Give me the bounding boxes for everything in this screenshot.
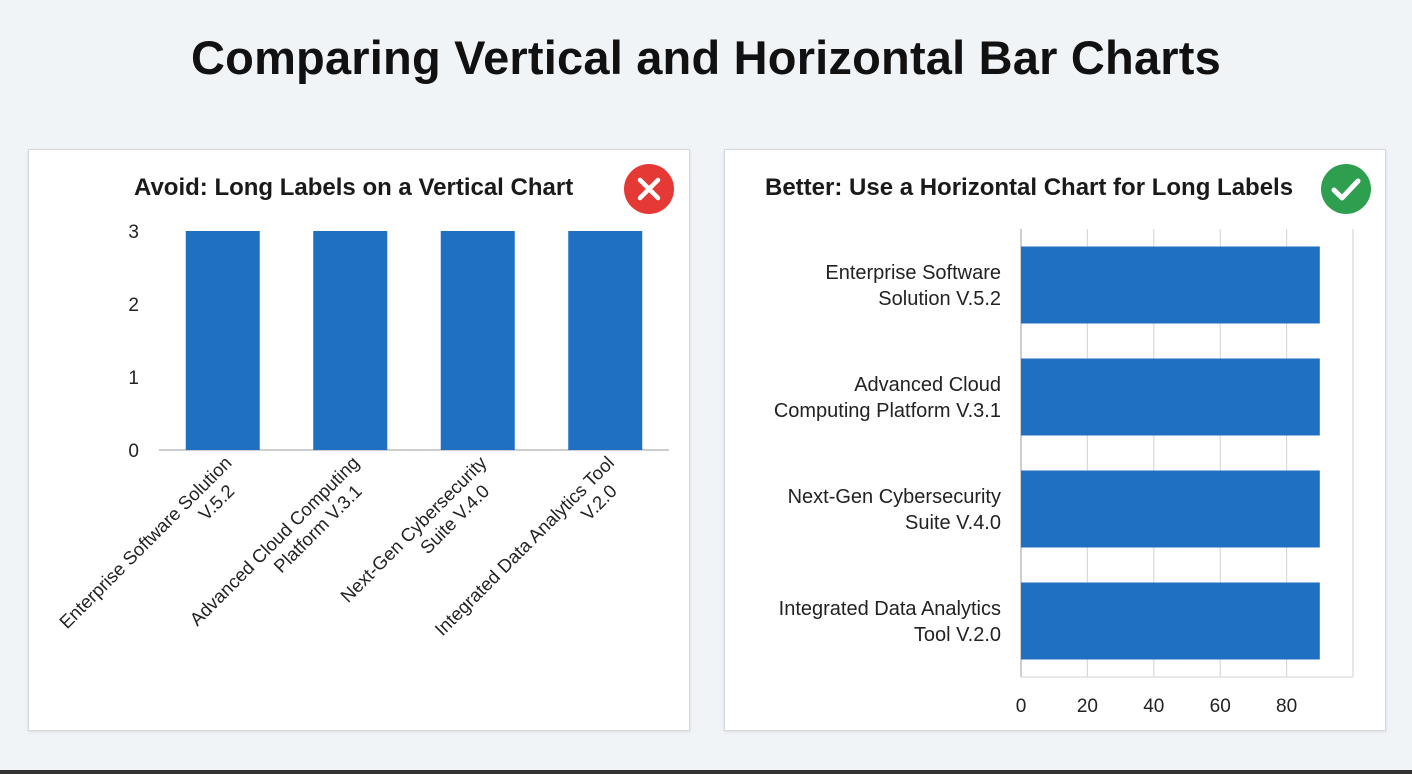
bar: [568, 231, 643, 450]
x-tick-label: 40: [1143, 696, 1164, 717]
x-tick-label: 20: [1077, 696, 1098, 717]
bar: [185, 231, 260, 450]
vertical-chart-panel: Avoid: Long Labels on a Vertical Chart 0…: [28, 149, 690, 731]
y-tick-label: Next-Gen Cybersecurity Suite V.4.0: [788, 486, 1001, 534]
bar: [313, 231, 388, 450]
page-title: Comparing Vertical and Horizontal Bar Ch…: [191, 31, 1221, 84]
check-mark-icon: [1321, 164, 1371, 214]
y-tick-label: 3: [128, 222, 139, 243]
x-tick-label: 80: [1276, 696, 1297, 717]
horizontal-chart-title: Better: Use a Horizontal Chart for Long …: [765, 174, 1294, 201]
y-tick-label: 1: [128, 368, 139, 389]
x-tick-label: 60: [1210, 696, 1231, 717]
y-tick-label: 2: [128, 295, 139, 316]
vertical-chart-title: Avoid: Long Labels on a Vertical Chart: [134, 174, 574, 201]
x-tick-label: 0: [1016, 696, 1027, 717]
x-tick-label: Enterprise Software SolutionV.5.2: [55, 452, 251, 648]
y-tick-label: 0: [128, 441, 139, 462]
bottom-border: [0, 770, 1412, 774]
y-tick-label: Enterprise Software Solution V.5.2: [825, 262, 1001, 310]
horizontal-bar-chart: 0 20 40 60 80 Enterprise Software Solution V.5…: [774, 229, 1354, 717]
y-tick-label: Integrated Data Analytics Tool V.2.0: [779, 598, 1001, 646]
x-mark-icon: [624, 164, 674, 214]
bar: [1021, 246, 1320, 324]
bar: [1021, 470, 1320, 548]
y-tick-label: Advanced Cloud Computing Platform V.3.1: [774, 374, 1001, 422]
horizontal-chart-panel: Better: Use a Horizontal Chart for Long …: [724, 149, 1386, 731]
bar: [1021, 582, 1320, 660]
bar: [1021, 358, 1320, 436]
bar: [440, 231, 515, 450]
